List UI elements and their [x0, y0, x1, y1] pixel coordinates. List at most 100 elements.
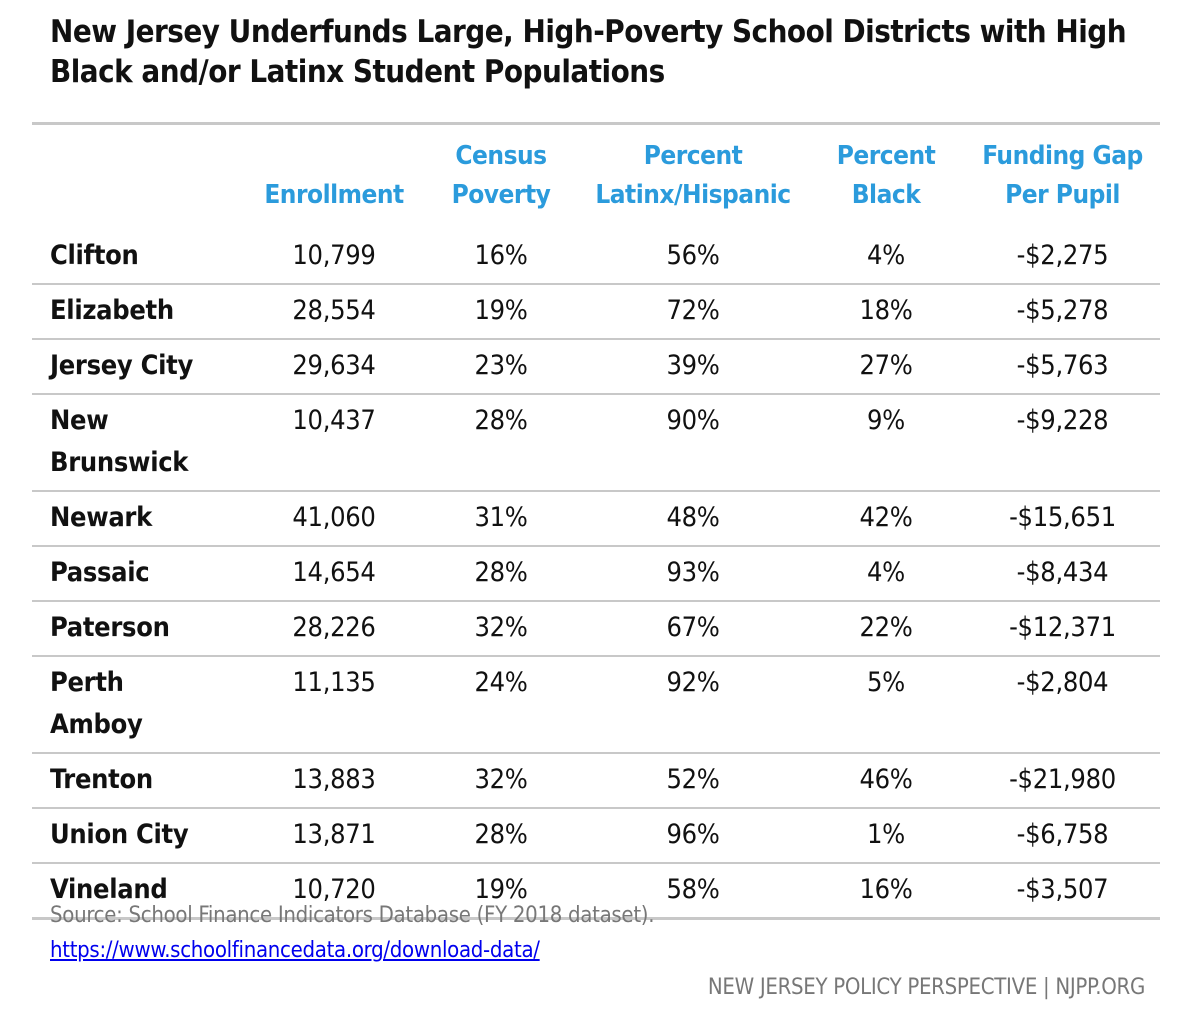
source-link[interactable]: https://www.schoolfinancedata.org/downlo…	[50, 938, 540, 963]
table-cell: 52%	[579, 753, 807, 809]
table-cell: 16%	[807, 863, 965, 920]
table-cell: 5%	[807, 656, 965, 754]
column-header: Census Poverty	[423, 124, 579, 231]
district-name: Paterson	[32, 601, 245, 657]
table-cell: 32%	[423, 601, 579, 657]
data-table: Enrollment Census Poverty Percent Latinx/His…	[32, 122, 1160, 920]
table-row: Vineland 10,720 19% 58% 16% -$3,507	[32, 863, 1160, 920]
table-cell: -$5,278	[965, 284, 1160, 340]
district-name: New Brunswick	[32, 394, 245, 492]
district-name: Clifton	[32, 230, 245, 285]
table-row: Perth Amboy 11,135 24% 92% 5% -$2,804	[32, 656, 1160, 754]
table-cell: 41,060	[245, 491, 423, 547]
table-cell: 56%	[579, 230, 807, 285]
district-name: Jersey City	[32, 339, 245, 395]
table-cell: 1%	[807, 808, 965, 864]
table-cell: 48%	[579, 491, 807, 547]
table-row: Newark 41,060 31% 48% 42% -$15,651	[32, 491, 1160, 547]
table-row: Clifton 10,799 16% 56% 4% -$2,275	[32, 230, 1160, 285]
table-cell: -$9,228	[965, 394, 1160, 492]
table-cell: -$3,507	[965, 863, 1160, 920]
table-cell: 96%	[579, 808, 807, 864]
table-cell: 46%	[807, 753, 965, 809]
district-name: Newark	[32, 491, 245, 547]
table-cell: 19%	[423, 284, 579, 340]
table-cell: 14,654	[245, 546, 423, 602]
column-header: Enrollment	[245, 124, 423, 231]
column-header-line: Enrollment	[264, 180, 404, 210]
table-cell: 4%	[807, 546, 965, 602]
brand-credit: NEW JERSEY POLICY PERSPECTIVE | NJPP.ORG	[707, 975, 1145, 1000]
chart-title: New Jersey Underfunds Large, High-Povert…	[50, 14, 1127, 90]
table-cell: 28%	[423, 394, 579, 492]
table-cell: -$21,980	[965, 753, 1160, 809]
column-header-line: Percent	[643, 141, 743, 171]
table-cell: -$2,275	[965, 230, 1160, 285]
table-cell: 16%	[423, 230, 579, 285]
column-header-line: Census	[455, 141, 547, 171]
column-header-line: Percent	[836, 141, 936, 171]
column-header-line: Funding Gap	[982, 141, 1143, 171]
table-cell: 28,554	[245, 284, 423, 340]
table-row: Elizabeth 28,554 19% 72% 18% -$5,278	[32, 284, 1160, 340]
table-cell: 19%	[423, 863, 579, 920]
district-name: Passaic	[32, 546, 245, 602]
table-cell: 4%	[807, 230, 965, 285]
table-cell: -$5,763	[965, 339, 1160, 395]
table-cell: 92%	[579, 656, 807, 754]
table-row: Passaic 14,654 28% 93% 4% -$8,434	[32, 546, 1160, 602]
table-cell: 9%	[807, 394, 965, 492]
table-cell: 29,634	[245, 339, 423, 395]
table-cell: 90%	[579, 394, 807, 492]
header-row: Enrollment Census Poverty Percent Latinx/His…	[32, 124, 1160, 231]
table-cell: 42%	[807, 491, 965, 547]
district-name: Trenton	[32, 753, 245, 809]
table-cell: 32%	[423, 753, 579, 809]
table-cell: 18%	[807, 284, 965, 340]
source-note: Source: School Finance Indicators Databa…	[50, 903, 655, 928]
table-cell: 23%	[423, 339, 579, 395]
column-header	[32, 124, 245, 231]
table-cell: 28,226	[245, 601, 423, 657]
table-cell: 10,799	[245, 230, 423, 285]
column-header: Percent Black	[807, 124, 965, 231]
table-cell: 39%	[579, 339, 807, 395]
table-cell: -$12,371	[965, 601, 1160, 657]
column-header-line: Poverty	[451, 180, 551, 210]
table-row: Paterson 28,226 32% 67% 22% -$12,371	[32, 601, 1160, 657]
table-cell: -$8,434	[965, 546, 1160, 602]
column-header: Funding Gap Per Pupil	[965, 124, 1160, 231]
table-cell: 10,720	[245, 863, 423, 920]
table-row: Union City 13,871 28% 96% 1% -$6,758	[32, 808, 1160, 864]
column-header-line: Latinx/Hispanic	[595, 180, 791, 210]
table-cell: 58%	[579, 863, 807, 920]
table-cell: 28%	[423, 546, 579, 602]
table-cell: -$15,651	[965, 491, 1160, 547]
table-cell: 13,883	[245, 753, 423, 809]
table-cell: 93%	[579, 546, 807, 602]
table-cell: 24%	[423, 656, 579, 754]
district-name: Union City	[32, 808, 245, 864]
table-row: New Brunswick 10,437 28% 90% 9% -$9,228	[32, 394, 1160, 492]
column-header-line: Per Pupil	[1005, 180, 1120, 210]
table-cell: 28%	[423, 808, 579, 864]
table-row: Jersey City 29,634 23% 39% 27% -$5,763	[32, 339, 1160, 395]
column-header-line: Black	[851, 180, 921, 210]
table-cell: 10,437	[245, 394, 423, 492]
table-cell: 27%	[807, 339, 965, 395]
table-cell: 67%	[579, 601, 807, 657]
district-name: Elizabeth	[32, 284, 245, 340]
table-cell: 22%	[807, 601, 965, 657]
column-header-line	[245, 137, 423, 176]
district-name: Vineland	[32, 863, 245, 920]
table-cell: -$6,758	[965, 808, 1160, 864]
column-header: Percent Latinx/Hispanic	[579, 124, 807, 231]
table-row: Trenton 13,883 32% 52% 46% -$21,980	[32, 753, 1160, 809]
table-cell: 11,135	[245, 656, 423, 754]
table-cell: 31%	[423, 491, 579, 547]
table-cell: -$2,804	[965, 656, 1160, 754]
table-cell: 72%	[579, 284, 807, 340]
district-name: Perth Amboy	[32, 656, 245, 754]
table-cell: 13,871	[245, 808, 423, 864]
column-header-line	[32, 137, 245, 176]
